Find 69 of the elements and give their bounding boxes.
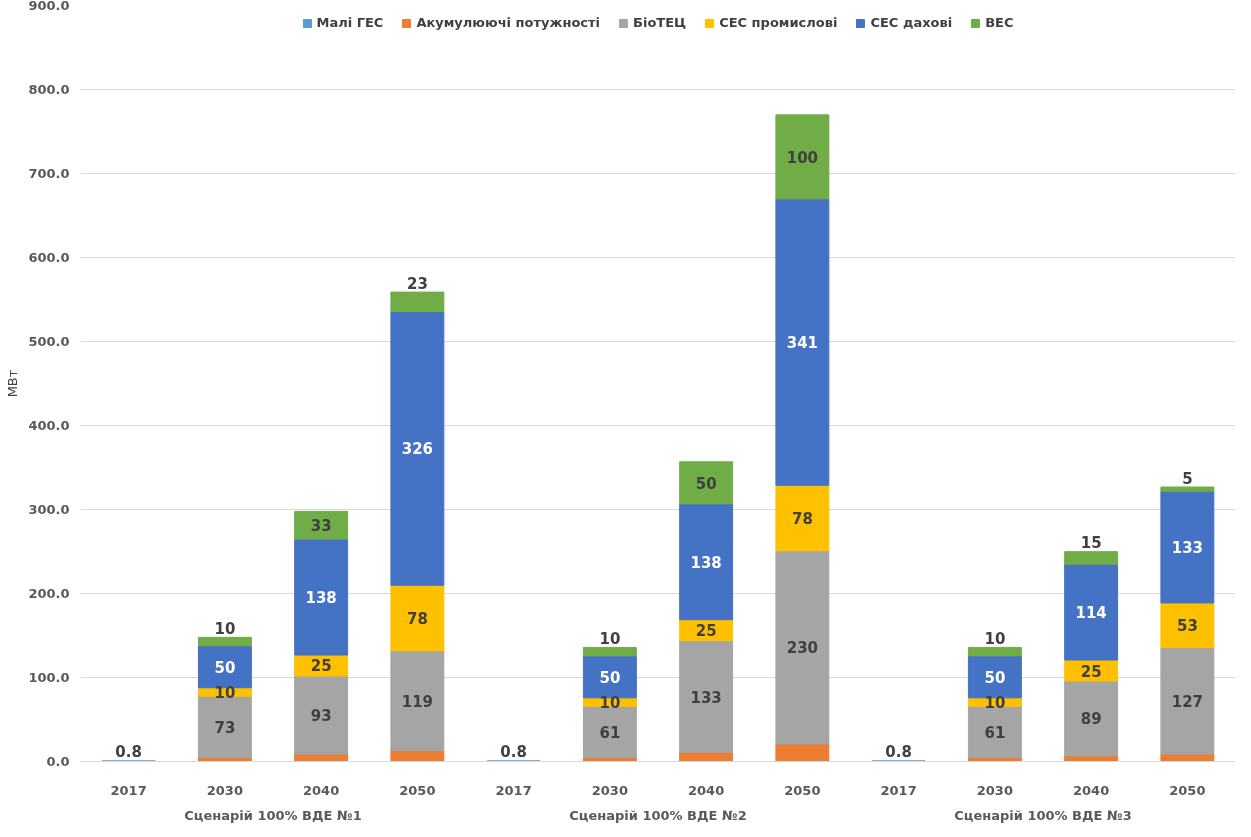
- x-tick-label: 2050: [1169, 782, 1206, 798]
- legend-label: Акумулюючі потужності: [416, 15, 601, 30]
- legend-label: СЕС промислові: [719, 15, 838, 30]
- data-label: 0.8: [115, 743, 142, 762]
- y-tick-label: 600.0: [28, 250, 70, 265]
- x-tick-label: 2050: [399, 782, 436, 798]
- y-axis-title: МВт: [5, 369, 21, 398]
- data-label: 138: [690, 553, 722, 572]
- data-label: 61: [599, 723, 621, 742]
- x-tick-label: 2017: [110, 782, 147, 798]
- data-label: 93: [310, 707, 332, 726]
- data-label: 25: [310, 657, 332, 676]
- data-label: 119: [401, 692, 434, 711]
- y-tick-label: 400.0: [28, 418, 70, 433]
- text: Сценарій 100% ВДЕ №3: [954, 807, 1132, 823]
- x-tick-label: 2030: [976, 782, 1013, 798]
- data-label: 127: [1171, 692, 1204, 711]
- x-tick-label: 2030: [591, 782, 628, 798]
- x-tick-label: 2040: [303, 782, 340, 798]
- data-label: 114: [1075, 604, 1107, 623]
- data-label: 25: [695, 622, 717, 641]
- data-label: 61: [984, 723, 1006, 742]
- x-tick-label: 2050: [784, 782, 821, 798]
- y-tick-label: 0.0: [46, 754, 70, 769]
- data-label: 326: [401, 440, 434, 459]
- legend-label: СЕС дахові: [870, 15, 953, 30]
- data-label: 10: [214, 619, 236, 638]
- data-label: 50: [695, 474, 717, 493]
- data-label: 33: [310, 517, 332, 536]
- data-label: 100: [786, 148, 819, 167]
- y-tick-label: 200.0: [28, 586, 70, 601]
- legend-label: ВЕС: [985, 15, 1014, 30]
- data-label: 10: [214, 683, 236, 702]
- data-label: 10: [984, 630, 1006, 649]
- data-label: 78: [791, 510, 813, 529]
- x-tick-label: 2017: [880, 782, 917, 798]
- data-label: 73: [214, 718, 236, 737]
- data-label: 78: [406, 610, 428, 629]
- data-label: 341: [786, 334, 819, 353]
- data-label: 138: [305, 589, 337, 608]
- y-tick-label: 800.0: [28, 82, 70, 97]
- y-tick-label: 300.0: [28, 502, 70, 517]
- y-tick-label: 500.0: [28, 334, 70, 349]
- data-label: 10: [599, 630, 621, 649]
- x-tick-label: 2030: [206, 782, 243, 798]
- legend-label: БіоТЕЦ: [633, 15, 687, 30]
- text: Сценарій 100% ВДЕ №2: [569, 807, 747, 823]
- legend-label: Малі ГЕС: [316, 15, 384, 30]
- data-label: 50: [599, 668, 621, 687]
- y-tick-label: 100.0: [28, 670, 70, 685]
- data-label: 133: [690, 688, 722, 707]
- y-tick-label: 900.0: [28, 0, 70, 13]
- x-tick-label: 2017: [495, 782, 532, 798]
- data-label: 133: [1171, 539, 1204, 558]
- data-label: 25: [1080, 662, 1102, 681]
- x-tick-label: 2040: [1073, 782, 1110, 798]
- data-label: 5: [1182, 469, 1193, 488]
- x-tick-label: 2040: [688, 782, 725, 798]
- data-label: 230: [786, 639, 819, 658]
- data-label: 0.8: [500, 743, 527, 762]
- data-label: 89: [1080, 710, 1102, 729]
- data-label: 50: [214, 658, 236, 677]
- data-label: 50: [984, 668, 1006, 687]
- data-label: 53: [1176, 617, 1198, 636]
- text: Сценарій 100% ВДЕ №1: [184, 807, 362, 823]
- data-label: 23: [406, 274, 428, 293]
- y-tick-label: 700.0: [28, 166, 70, 181]
- data-label: 15: [1080, 534, 1102, 553]
- data-label: 0.8: [885, 743, 912, 762]
